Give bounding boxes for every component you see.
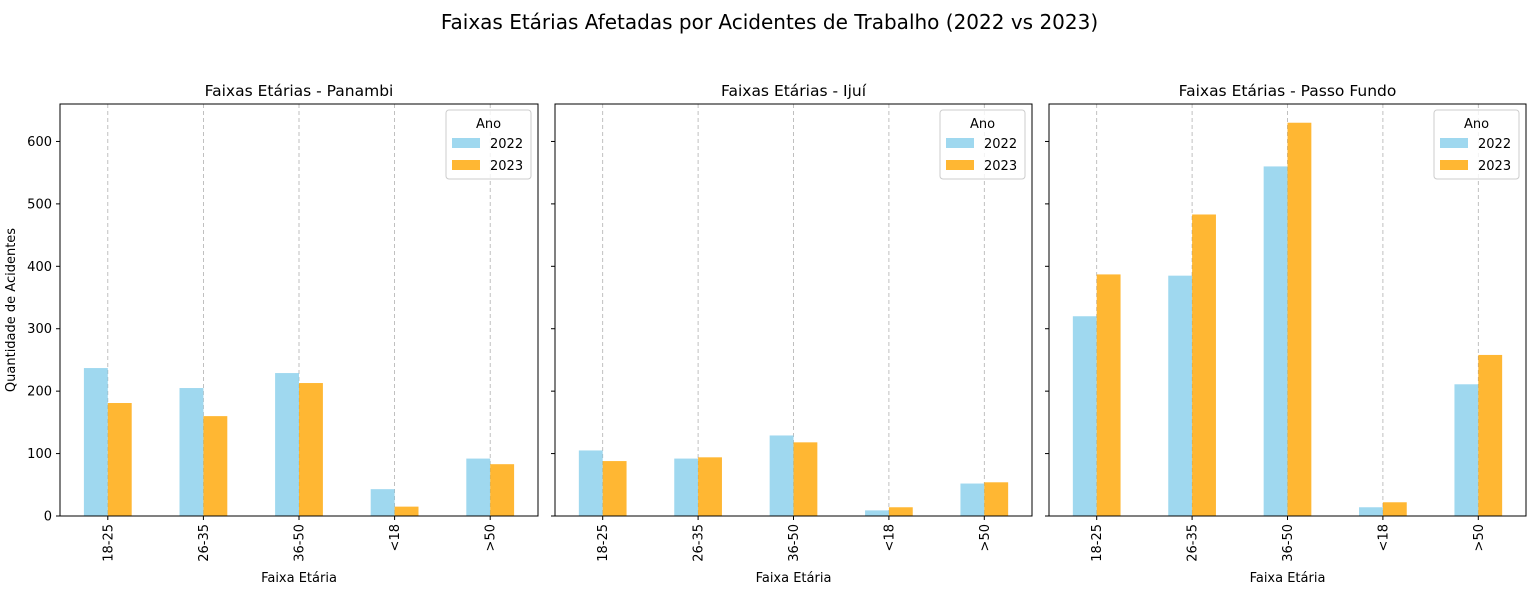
x-tick-label: <18 [388, 524, 403, 551]
x-tick-label: <18 [1376, 524, 1391, 551]
bar-2022-26-35 [674, 458, 699, 516]
legend-swatch-2023 [1440, 160, 1468, 170]
bar-2022-26-35 [179, 388, 204, 516]
legend-label-2023: 2023 [490, 159, 523, 174]
legend-swatch-2023 [946, 160, 974, 170]
legend-swatch-2022 [946, 138, 974, 148]
bar-2022-36-50 [769, 435, 794, 516]
x-axis-label: Faixa Etária [756, 571, 832, 586]
bar-2023-18 [888, 507, 913, 516]
bar-2023-26-35 [203, 416, 228, 516]
x-tick-label: 36-50 [1281, 524, 1296, 562]
bar-2023-18-25 [107, 403, 132, 516]
bar-2022-36-50 [275, 373, 299, 516]
y-tick-label: 600 [27, 135, 52, 150]
x-axis-label: Faixa Etária [1250, 571, 1326, 586]
panel-title: Faixas Etárias - Panambi [205, 82, 394, 100]
bar-2023-26-35 [1192, 214, 1216, 516]
legend-label-2022: 2022 [984, 137, 1017, 152]
bar-2022-18-25 [578, 450, 603, 516]
legend: Ano 2022 2023 [445, 109, 532, 180]
legend-swatch-2023 [452, 160, 480, 170]
x-tick-label: 26-35 [1186, 524, 1201, 562]
legend: Ano 2022 2023 [939, 109, 1026, 180]
x-axis-label: Faixa Etária [261, 571, 337, 586]
y-tick-label: 100 [27, 447, 52, 462]
chart-panel-3: 18-25 26-35 36-50 <18 >50 Faixas Etárias - Pa… [1045, 82, 1527, 586]
x-tick-label: 36-50 [293, 524, 308, 562]
panel-title: Faixas Etárias - Ijuí [721, 82, 867, 100]
y-tick-label: 500 [27, 197, 52, 212]
chart-panel-2: 18-25 26-35 36-50 <18 >50 Faixas Etárias - Ij… [551, 82, 1033, 586]
bar-2022-18 [1359, 507, 1383, 516]
bar-2023-18-25 [602, 461, 627, 516]
legend-label-2023: 2023 [984, 159, 1017, 174]
bar-2023-50 [984, 482, 1009, 516]
legend-swatch-2022 [1440, 138, 1468, 148]
bar-2023-50 [1478, 354, 1503, 516]
bar-2023-18-25 [1096, 274, 1121, 516]
chart-panels: 0 100 200 300 400 500 600 18-25 26-35 36-50 <18 >50… [27, 82, 1527, 586]
legend-label-2023: 2023 [1478, 159, 1511, 174]
bar-2022-50 [1454, 384, 1479, 516]
x-tick-label: >50 [1472, 524, 1487, 551]
y-tick-label: 200 [27, 385, 52, 400]
y-axis-label: Quantidade de Acidentes [4, 228, 19, 392]
y-tick-label: 0 [44, 510, 52, 525]
x-tick-label: 18-25 [1090, 524, 1105, 562]
x-tick-label: >50 [978, 524, 993, 551]
bar-2022-18 [865, 510, 889, 516]
bar-2022-26-35 [1168, 275, 1193, 516]
y-tick-label: 300 [27, 322, 52, 337]
bar-2022-50 [960, 483, 985, 516]
x-tick-label: <18 [882, 524, 897, 551]
bar-2022-18 [370, 489, 395, 516]
x-tick-label: >50 [484, 524, 499, 551]
legend-label-2022: 2022 [490, 137, 523, 152]
bar-2023-36-50 [1287, 122, 1312, 517]
bar-2022-36-50 [1263, 166, 1288, 516]
x-tick-label: 36-50 [787, 524, 802, 562]
chart-panel-1: 0 100 200 300 400 500 600 18-25 26-35 36-50 <18 >50… [27, 82, 539, 586]
bar-2022-18-25 [1072, 316, 1097, 516]
y-tick-label: 400 [27, 260, 52, 275]
legend-swatch-2022 [452, 138, 480, 148]
bar-2022-18-25 [83, 368, 108, 516]
x-tick-label: 26-35 [692, 524, 707, 562]
bar-2023-36-50 [299, 383, 323, 516]
bar-2023-50 [490, 464, 515, 516]
bar-2022-50 [466, 458, 491, 516]
bar-2023-26-35 [698, 457, 722, 516]
x-tick-label: 26-35 [197, 524, 212, 562]
legend: Ano 2022 2023 [1433, 109, 1520, 180]
bar-2023-18 [1382, 502, 1407, 516]
panel-title: Faixas Etárias - Passo Fundo [1179, 82, 1397, 100]
bar-2023-18 [394, 506, 419, 516]
x-tick-label: 18-25 [596, 524, 611, 562]
legend-label-2022: 2022 [1478, 137, 1511, 152]
legend-title: Ano [970, 117, 995, 132]
legend-title: Ano [476, 117, 501, 132]
bar-2023-36-50 [793, 442, 818, 516]
x-tick-label: 18-25 [101, 524, 116, 562]
legend-title: Ano [1464, 117, 1489, 132]
figure-title: Faixas Etárias Afetadas por Acidentes de… [441, 10, 1098, 34]
